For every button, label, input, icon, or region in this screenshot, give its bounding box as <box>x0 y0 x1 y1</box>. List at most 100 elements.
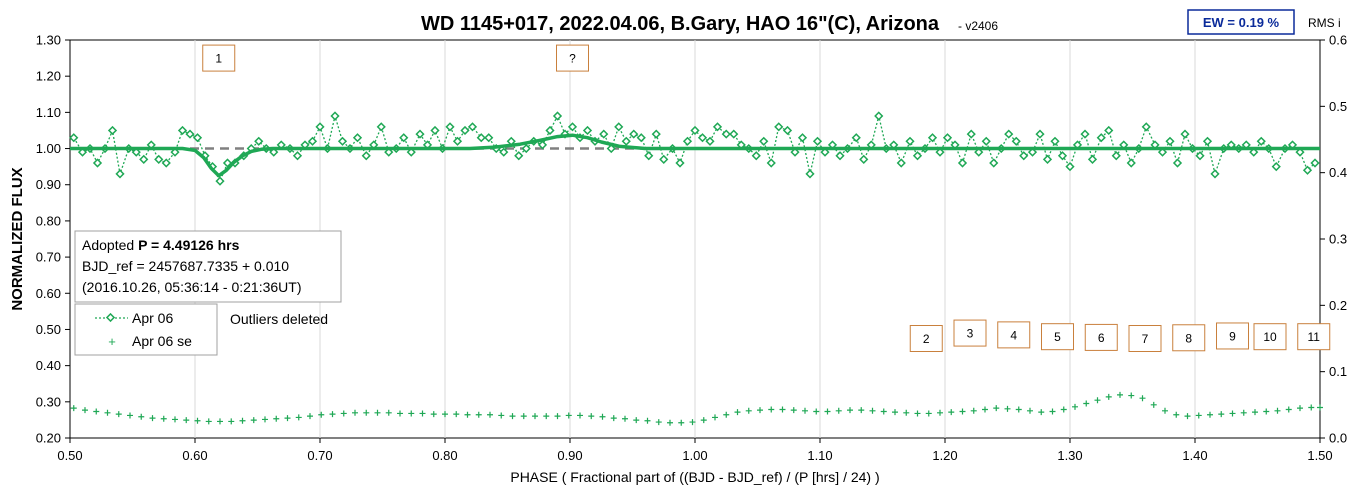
data-point-apr06 <box>430 125 440 136</box>
info-line-3: (2016.10.26, 05:36:14 - 0:21:36UT) <box>82 279 301 295</box>
data-point-apr06 <box>896 158 906 168</box>
data-point-apr06 <box>927 133 938 143</box>
data-point-apr06 <box>614 122 624 132</box>
data-point-apr06-se <box>307 413 313 420</box>
data-point-apr06-se <box>1128 392 1135 399</box>
dip-label-box <box>202 44 236 72</box>
data-point-apr06 <box>981 136 991 146</box>
data-point-apr06 <box>989 158 999 168</box>
data-point-apr06 <box>805 169 815 179</box>
data-point-apr06-se <box>712 414 718 421</box>
y-tick-label: 0.70 <box>36 250 61 265</box>
data-point-apr06 <box>415 129 425 139</box>
data-point-apr06-se <box>880 408 887 415</box>
data-point-apr06 <box>1210 169 1220 179</box>
data-point-apr06-se <box>1015 406 1022 413</box>
model-fit-line <box>70 133 1320 178</box>
dip-label-text: ? <box>569 52 576 66</box>
data-point-apr06-se <box>914 410 921 417</box>
data-point-apr06-se <box>217 418 223 425</box>
y-tick-label: 0.30 <box>36 394 61 409</box>
data-point-apr06-se <box>239 417 246 424</box>
data-point-apr06-se <box>93 408 100 415</box>
data-point-apr06 <box>77 147 88 157</box>
x-tick-label: 1.20 <box>932 448 957 463</box>
data-point-apr06-se <box>160 415 167 422</box>
legend-plus-icon: + <box>108 334 116 349</box>
data-point-apr06-se <box>149 415 156 422</box>
x-tick-label: 0.80 <box>432 448 457 463</box>
data-point-apr06-se <box>487 411 493 418</box>
data-point-apr06 <box>774 122 784 132</box>
info-line-2: BJD_ref = 2457687.7335 + 0.010 <box>82 258 289 274</box>
data-point-apr06-se <box>442 411 448 418</box>
data-point-apr06 <box>851 133 861 143</box>
data-point-apr06 <box>912 151 923 161</box>
data-point-apr06-se <box>757 407 763 414</box>
data-point-apr06-se <box>813 408 820 415</box>
data-point-apr06-se <box>599 413 606 420</box>
data-point-apr06-se <box>588 413 595 420</box>
data-point-apr06 <box>736 140 746 150</box>
x-tick-label: 1.50 <box>1307 448 1332 463</box>
data-point-apr06 <box>192 133 203 143</box>
y-axis-label: NORMALIZED FLUX <box>9 167 26 310</box>
data-point-apr06 <box>422 140 433 150</box>
data-point-apr06 <box>1310 158 1320 168</box>
data-point-apr06 <box>1256 136 1266 146</box>
ew-box <box>1187 9 1295 35</box>
data-point-apr06 <box>705 136 715 146</box>
data-point-apr06-se <box>655 419 662 426</box>
data-point-apr06 <box>1087 154 1098 164</box>
outliers-note: Outliers deleted <box>230 311 328 327</box>
data-point-apr06 <box>315 122 325 132</box>
data-point-apr06 <box>484 133 494 143</box>
y2-tick-label: 0.4 <box>1329 165 1347 180</box>
data-point-apr06 <box>690 125 700 136</box>
data-point-apr06 <box>1141 122 1151 132</box>
data-point-apr06 <box>170 147 180 157</box>
data-point-apr06-se <box>1105 393 1112 400</box>
data-point-apr06 <box>506 136 516 146</box>
ew-label: EW = 0.19 % <box>1203 15 1280 30</box>
data-point-apr06 <box>1119 140 1129 150</box>
data-point-apr06 <box>889 140 899 150</box>
data-point-apr06 <box>599 129 609 139</box>
data-point-apr06 <box>1027 147 1038 157</box>
y-tick-label: 1.00 <box>36 141 61 156</box>
data-point-apr06-se <box>1308 404 1315 411</box>
dip-label-box <box>1084 323 1118 351</box>
data-point-apr06 <box>330 111 340 121</box>
y-tick-label: 0.60 <box>36 286 61 301</box>
x-tick-label: 0.90 <box>557 448 582 463</box>
y-tick-label: 0.20 <box>36 431 61 446</box>
data-point-apr06-se <box>1027 407 1033 414</box>
data-point-apr06-se <box>745 407 752 414</box>
data-point-apr06-se <box>498 412 505 419</box>
data-point-apr06 <box>866 140 876 150</box>
x-tick-label: 0.60 <box>182 448 207 463</box>
data-point-apr06 <box>499 147 509 157</box>
data-point-apr06-se <box>363 409 370 416</box>
data-point-apr06-se <box>959 408 966 415</box>
data-point-apr06 <box>276 140 286 150</box>
data-point-apr06-se <box>205 418 212 425</box>
data-point-apr06-se <box>1162 407 1168 414</box>
data-point-apr06-se <box>858 407 865 414</box>
data-point-apr06 <box>644 151 654 161</box>
data-point-apr06 <box>1165 136 1175 146</box>
data-point-apr06-se <box>1184 413 1191 420</box>
data-point-apr06 <box>1057 151 1068 161</box>
data-point-apr06 <box>1072 140 1083 150</box>
data-point-apr06 <box>467 122 478 132</box>
dip-label-text: 9 <box>1229 329 1236 343</box>
data-point-apr06-se <box>577 412 583 419</box>
data-point-apr06 <box>1241 140 1251 150</box>
y2-tick-label: 0.3 <box>1329 232 1347 247</box>
data-point-apr06-se <box>1150 401 1157 408</box>
data-point-apr06 <box>131 147 141 157</box>
y-tick-label: 1.10 <box>36 105 61 120</box>
legend-box <box>74 303 218 356</box>
data-point-apr06 <box>966 129 976 139</box>
